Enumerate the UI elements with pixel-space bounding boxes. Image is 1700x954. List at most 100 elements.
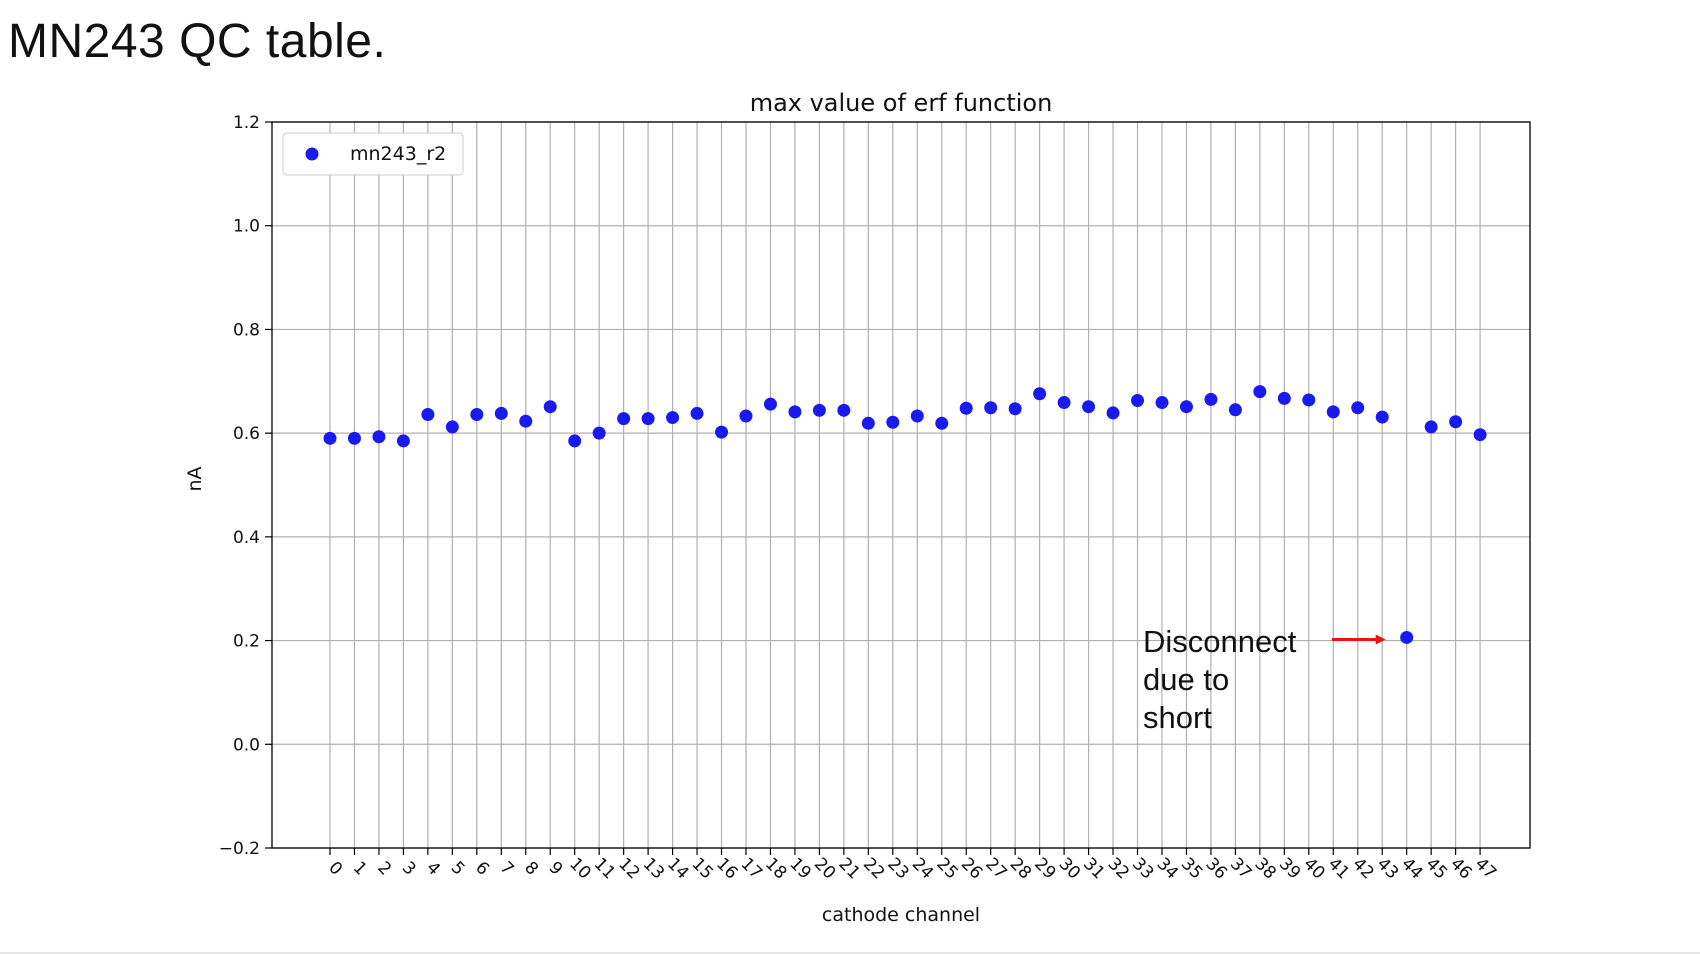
x-tick-label: 19 — [786, 854, 815, 883]
x-tick-label: 13 — [639, 854, 668, 883]
x-tick-label: 8 — [520, 858, 542, 880]
y-tick-label: 0.0 — [233, 735, 260, 755]
x-tick-label: 34 — [1153, 854, 1182, 883]
chart-title: max value of erf function — [750, 89, 1053, 117]
x-tick-label: 9 — [545, 858, 567, 880]
x-tick-label: 26 — [957, 854, 986, 883]
x-tick-label: 33 — [1128, 854, 1157, 883]
annotation-line: Disconnect — [1143, 624, 1297, 659]
data-point — [1449, 415, 1463, 429]
x-tick-label: 11 — [590, 854, 619, 883]
legend-label-mn243-r2: mn243_r2 — [350, 143, 446, 165]
x-tick-label: 14 — [663, 854, 692, 883]
data-point — [592, 426, 606, 440]
data-point — [1228, 403, 1242, 417]
data-point — [910, 409, 924, 423]
bottom-divider — [0, 952, 1700, 954]
x-tick-label: 5 — [447, 858, 469, 880]
data-point — [690, 406, 704, 420]
x-tick-label: 4 — [422, 858, 444, 880]
annotation-text: Disconnect due to short — [1143, 624, 1305, 735]
x-tick-label: 25 — [932, 854, 961, 883]
x-tick-label: 24 — [908, 854, 937, 883]
axes: 0 1 2 3 4 5 6 7 8 9101112131415161718192021222324… — [219, 113, 1500, 883]
data-point — [812, 403, 826, 417]
x-axis-label: cathode channel — [822, 904, 980, 926]
x-tick-label: 21 — [834, 854, 863, 883]
slide-title: MN243 QC table. — [8, 15, 387, 68]
data-point — [519, 414, 533, 428]
data-point — [1008, 402, 1022, 416]
data-points — [323, 385, 1487, 644]
x-tick-label: 23 — [883, 854, 912, 883]
y-axis-label: nA — [184, 466, 206, 491]
data-point — [1424, 420, 1438, 434]
y-tick-label: 0.6 — [233, 424, 260, 444]
x-tick-label: 39 — [1275, 854, 1304, 883]
data-point — [347, 431, 361, 445]
x-tick-label: 20 — [810, 854, 839, 883]
x-tick-label: 28 — [1006, 854, 1035, 883]
legend: mn243_r2 — [282, 132, 464, 176]
data-point — [1351, 401, 1365, 415]
x-tick-label: 30 — [1055, 854, 1084, 883]
x-tick-label: 38 — [1250, 854, 1279, 883]
data-point — [715, 425, 729, 439]
x-tick-label: 35 — [1177, 854, 1206, 883]
x-tick-label: 7 — [496, 858, 518, 880]
data-point — [763, 397, 777, 411]
data-point — [666, 411, 680, 425]
data-point — [1473, 428, 1487, 442]
x-tick-label: 27 — [981, 854, 1010, 883]
y-tick-label: −0.2 — [219, 839, 260, 859]
x-tick-label: 31 — [1079, 854, 1108, 883]
data-point — [568, 434, 582, 448]
data-point — [1326, 405, 1340, 419]
data-point — [1155, 396, 1169, 410]
y-tick-label: 1.0 — [233, 217, 260, 237]
x-tick-label: 2 — [373, 858, 395, 880]
data-point — [1253, 385, 1267, 399]
data-point — [935, 416, 949, 430]
x-tick-label: 10 — [565, 854, 594, 883]
x-tick-label: 16 — [712, 854, 741, 883]
data-point — [421, 407, 435, 421]
x-tick-label: 32 — [1104, 854, 1133, 883]
x-tick-label: 18 — [761, 854, 790, 883]
data-point — [861, 416, 875, 430]
x-tick-label: 47 — [1471, 854, 1500, 883]
data-point — [959, 401, 973, 415]
annotation-line: due to — [1143, 662, 1229, 697]
data-point — [788, 405, 802, 419]
x-tick-label: 42 — [1348, 854, 1377, 883]
data-point — [543, 400, 557, 414]
data-point — [886, 415, 900, 429]
data-point — [1082, 400, 1096, 414]
data-point — [323, 431, 337, 445]
y-tick-label: 0.2 — [233, 632, 260, 652]
data-point — [1131, 393, 1145, 407]
x-tick-label: 0 — [324, 858, 346, 880]
annotation-arrow-head — [1375, 634, 1386, 645]
x-tick-label: 40 — [1299, 854, 1328, 883]
data-point — [641, 412, 655, 426]
x-tick-label: 1 — [349, 858, 371, 880]
annotation-line: short — [1143, 700, 1212, 735]
annotation: Disconnect due to short — [1143, 624, 1386, 735]
data-point — [1179, 400, 1193, 414]
data-point — [1302, 393, 1316, 407]
legend-marker — [305, 147, 319, 161]
data-point — [1106, 406, 1120, 420]
data-point — [1277, 391, 1291, 405]
x-tick-label: 3 — [398, 858, 420, 880]
x-tick-label: 41 — [1324, 854, 1353, 883]
data-point — [1033, 387, 1047, 401]
y-tick-label: 1.2 — [233, 113, 260, 133]
grid-lines — [272, 121, 1530, 849]
y-tick-label: 0.4 — [233, 528, 260, 548]
x-tick-label: 15 — [688, 854, 717, 883]
data-point — [445, 420, 459, 434]
x-tick-label: 46 — [1446, 854, 1475, 883]
x-tick-label: 43 — [1373, 854, 1402, 883]
x-tick-label: 44 — [1397, 854, 1426, 883]
